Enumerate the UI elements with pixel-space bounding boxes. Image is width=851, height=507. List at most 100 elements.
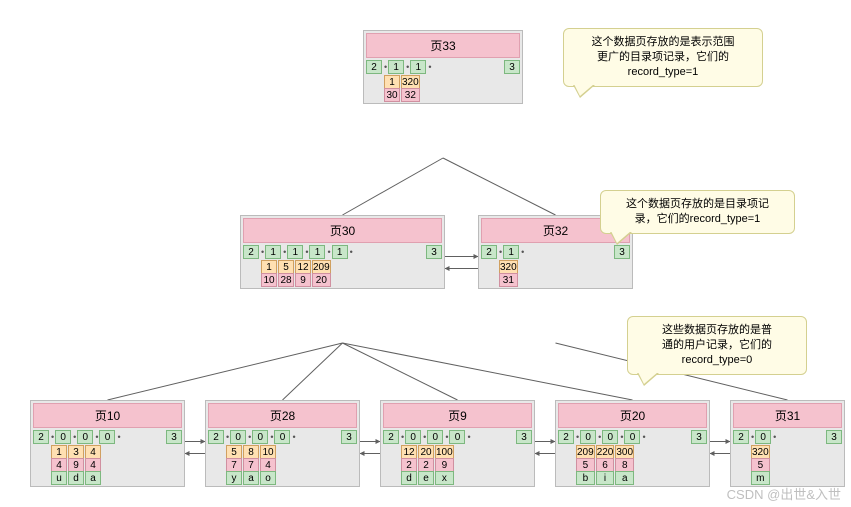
records-row: 2095b2206i3008a [558, 445, 707, 485]
record-key: 1 [384, 75, 400, 89]
header-cell: 1 [503, 245, 519, 259]
header-cell: 2 [33, 430, 49, 444]
record-ptr: 28 [278, 273, 294, 287]
record-key: 12 [295, 260, 311, 274]
record-col: 2095b [576, 445, 595, 485]
record-key: 12 [401, 445, 417, 459]
record-col: 104o [260, 445, 276, 485]
header-cell: 2 [558, 430, 574, 444]
record-key: 20 [418, 445, 434, 459]
page-p10: 页102•0•0•0•314u39d44a [30, 400, 185, 487]
callout-line: 更广的目录项记录，它们的 [572, 50, 754, 65]
record-ptr: 20 [312, 273, 331, 287]
record-ptr: 9 [295, 273, 311, 287]
page-title: 页9 [383, 403, 532, 428]
header-cell: 0 [427, 430, 443, 444]
record-col: 57y [226, 445, 242, 485]
record-ptr: 4 [51, 458, 67, 472]
callout-line: 这个数据页存放的是表示范围 [572, 35, 754, 50]
header-cell: 3 [826, 430, 842, 444]
record-val: d [401, 471, 417, 485]
record-ptr: 4 [85, 458, 101, 472]
header-row: 2•1•1•3 [366, 60, 520, 74]
header-cell: 3 [166, 430, 182, 444]
record-ptr: 7 [243, 458, 259, 472]
callout: 这个数据页存放的是目录项记录，它们的record_type=1 [600, 190, 795, 234]
record-key: 320 [751, 445, 770, 459]
record-key: 10 [260, 445, 276, 459]
record-ptr: 6 [596, 458, 615, 472]
record-val: a [243, 471, 259, 485]
header-row: 2•1•1•1•1•3 [243, 245, 442, 259]
record-col: 3008a [615, 445, 634, 485]
header-cell: 0 [580, 430, 596, 444]
header-cell: 1 [309, 245, 325, 259]
record-key: 5 [226, 445, 242, 459]
record-val: o [260, 471, 276, 485]
record-val: a [615, 471, 634, 485]
records-row: 13032032 [366, 75, 520, 102]
record-col: 129 [295, 260, 311, 287]
record-col: 87a [243, 445, 259, 485]
record-key: 209 [312, 260, 331, 274]
header-row: 2•0•0•0•3 [558, 430, 707, 444]
header-cell: 3 [426, 245, 442, 259]
record-key: 4 [85, 445, 101, 459]
record-ptr: 5 [751, 458, 770, 472]
page-title: 页30 [243, 218, 442, 243]
callout-line: record_type=1 [572, 65, 754, 80]
records-row: 122d202e1009x [383, 445, 532, 485]
record-val: y [226, 471, 242, 485]
record-ptr: 7 [226, 458, 242, 472]
header-cell: 0 [99, 430, 115, 444]
header-cell: 0 [624, 430, 640, 444]
record-ptr: 8 [615, 458, 634, 472]
record-col: 1009x [435, 445, 454, 485]
callout-line: 这个数据页存放的是目录项记 [609, 197, 786, 212]
record-key: 220 [596, 445, 615, 459]
header-cell: 3 [504, 60, 520, 74]
header-cell: 0 [755, 430, 771, 444]
records-row: 32031 [481, 260, 630, 287]
record-col: 20920 [312, 260, 331, 287]
record-col: 3205m [751, 445, 770, 485]
header-cell: 0 [449, 430, 465, 444]
header-row: 2•0•0•0•3 [383, 430, 532, 444]
header-row: 2•1•3 [481, 245, 630, 259]
record-val: i [596, 471, 615, 485]
page-p30: 页302•1•1•1•1•311052812920920 [240, 215, 445, 289]
record-val: u [51, 471, 67, 485]
header-cell: 0 [55, 430, 71, 444]
record-col: 110 [261, 260, 277, 287]
record-col: 44a [85, 445, 101, 485]
header-cell: 2 [481, 245, 497, 259]
record-val: m [751, 471, 770, 485]
callout-line: 通的用户记录，它们的 [636, 338, 798, 353]
record-key: 320 [499, 260, 518, 274]
callout-line: 这些数据页存放的是普 [636, 323, 798, 338]
record-col: 2206i [596, 445, 615, 485]
record-ptr: 2 [401, 458, 417, 472]
record-ptr: 31 [499, 273, 518, 287]
record-key: 100 [435, 445, 454, 459]
record-col: 122d [401, 445, 417, 485]
record-ptr: 5 [576, 458, 595, 472]
record-col: 130 [384, 75, 400, 102]
record-val: x [435, 471, 454, 485]
header-row: 2•0•0•0•3 [33, 430, 182, 444]
header-cell: 1 [388, 60, 404, 74]
header-cell: 1 [332, 245, 348, 259]
record-col: 32031 [499, 260, 518, 287]
header-cell: 2 [243, 245, 259, 259]
record-key: 209 [576, 445, 595, 459]
header-cell: 2 [208, 430, 224, 444]
page-title: 页33 [366, 33, 520, 58]
header-cell: 0 [230, 430, 246, 444]
header-cell: 2 [383, 430, 399, 444]
record-val: d [68, 471, 84, 485]
callout-line: 录，它们的record_type=1 [609, 212, 786, 227]
record-ptr: 10 [261, 273, 277, 287]
record-key: 5 [278, 260, 294, 274]
header-cell: 0 [77, 430, 93, 444]
header-cell: 0 [405, 430, 421, 444]
